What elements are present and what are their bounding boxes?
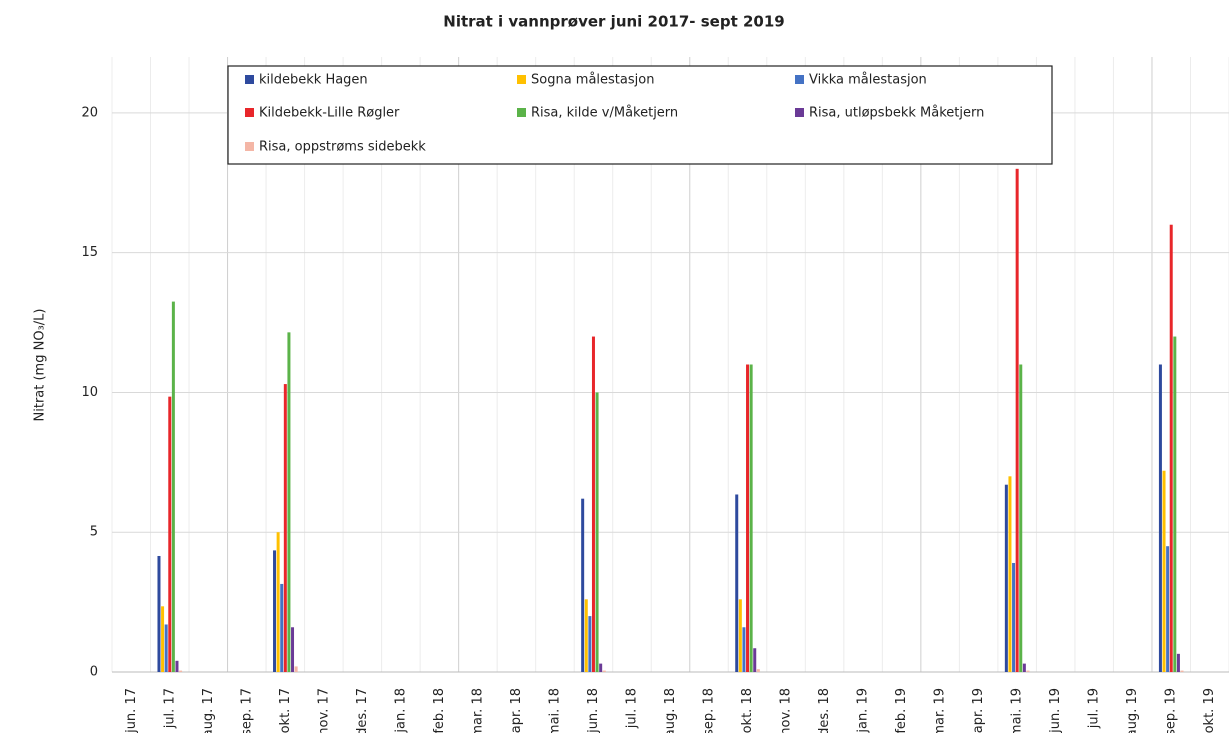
bar [294,666,298,672]
bar [1026,670,1030,672]
x-tick-label: jun. 17 [124,688,139,733]
x-tick-label: mai. 19 [1010,688,1025,733]
bar [273,550,277,672]
x-tick-label: sep. 18 [702,688,717,733]
x-tick-label: sep. 19 [1164,688,1179,733]
bar [591,336,595,672]
x-tick-label: feb. 19 [894,688,909,733]
bar [175,660,179,672]
x-tick-label: okt. 19 [1202,688,1217,733]
x-tick-label: jul. 17 [162,688,177,729]
legend-swatch [245,142,254,151]
legend-swatch [517,75,526,84]
bar [742,627,746,672]
legend-label: kildebekk Hagen [259,73,368,88]
bar [1162,470,1166,672]
x-tick-label: mar. 19 [933,688,948,733]
legend-swatch [245,75,254,84]
bar [1180,670,1184,672]
bar [1004,484,1008,672]
legend-label: Kildebekk-Lille Røgler [259,106,400,121]
x-tick-label: okt. 17 [278,688,293,733]
bar [179,670,183,672]
legend-box [227,65,1053,165]
bar [756,669,760,672]
bar [171,301,175,672]
x-tick-label: okt. 18 [740,688,755,733]
bar [581,498,585,672]
x-tick-label: jan. 19 [856,688,871,733]
bar [602,670,606,672]
legend-swatch [795,75,804,84]
y-axis-label: Nitrat (mg NO₃/L) [33,309,48,422]
x-tick-label: sep. 17 [239,688,254,733]
bar [735,494,739,672]
bar [276,532,280,672]
y-tick-label: 20 [81,105,98,120]
x-tick-label: nov. 17 [316,688,331,733]
bar [584,599,588,672]
x-tick-label: mar. 18 [470,688,485,733]
x-tick-label: apr. 19 [971,688,986,733]
y-tick-label: 0 [90,665,98,680]
bar [1176,653,1180,672]
legend-label: Risa, oppstrøms sidebekk [259,140,426,155]
bar [1173,336,1177,672]
bar [749,364,753,672]
x-tick-label: jul. 18 [624,688,639,729]
y-tick-label: 5 [90,525,98,540]
legend-label: Vikka målestasjon [809,73,927,88]
bar [280,583,284,672]
bar [738,599,742,672]
x-tick-label: des. 17 [355,688,370,733]
x-tick-label: jul. 19 [1087,688,1102,729]
x-tick-label: jun. 18 [586,688,601,733]
y-tick-label: 15 [81,245,98,260]
x-tick-label: feb. 18 [432,688,447,733]
bar [291,627,295,672]
bar [1158,364,1162,672]
x-tick-label: aug. 18 [663,688,678,733]
chart-title: Nitrat i vannprøver juni 2017- sept 2019 [443,13,784,31]
bar [287,332,291,672]
legend-swatch [517,108,526,117]
bar [588,616,592,672]
legend-swatch [795,108,804,117]
x-tick-label: jan. 18 [393,688,408,733]
bar [1012,562,1016,672]
bar [1015,168,1019,672]
x-tick-label: nov. 18 [779,688,794,733]
bar [595,392,599,672]
bar [164,624,168,672]
bar [157,555,161,672]
bar [161,606,165,672]
x-tick-label: des. 18 [817,688,832,733]
x-tick-label: apr. 18 [509,688,524,733]
y-tick-label: 10 [81,385,98,400]
bar [599,663,603,672]
x-tick-label: aug. 17 [201,688,216,733]
x-tick-label: aug. 19 [1125,688,1140,733]
bar [1019,364,1023,672]
x-tick-label: mai. 18 [547,688,562,733]
bar [1022,663,1026,672]
x-tick-label: jun. 19 [1048,688,1063,733]
legend-label: Sogna målestasjon [531,73,654,88]
legend-swatch [245,108,254,117]
legend-label: Risa, utløpsbekk Måketjern [809,106,984,121]
bar [1166,546,1170,672]
bar [168,396,172,672]
bar [746,364,750,672]
bar [283,384,287,672]
bar [753,648,757,672]
bar [1008,476,1012,672]
bar [1169,224,1173,672]
legend-label: Risa, kilde v/Måketjern [531,106,678,121]
